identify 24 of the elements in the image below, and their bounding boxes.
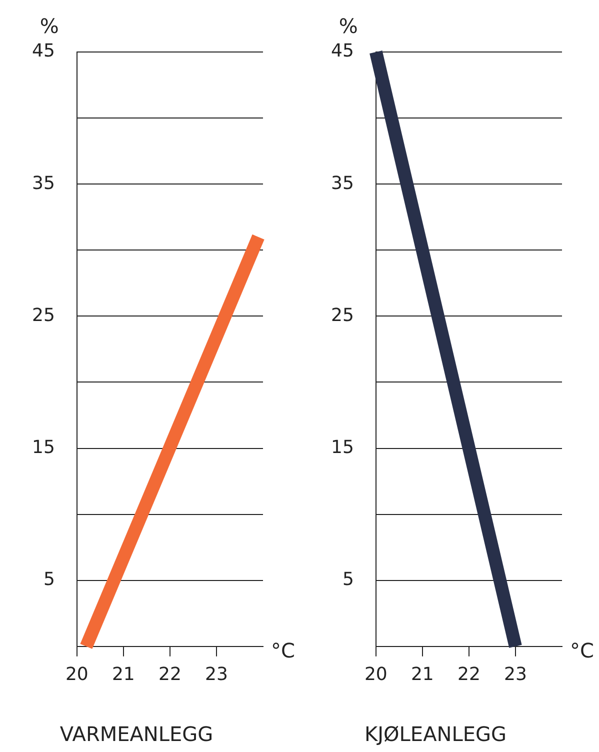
y-axis-title: % — [40, 14, 59, 38]
x-tick-label: 20 — [65, 664, 88, 685]
x-tick-label: 23 — [504, 664, 527, 685]
y-tick-label: 25 — [32, 304, 55, 326]
x-axis-title: °C — [570, 638, 594, 663]
x-tick-label: 23 — [205, 664, 228, 685]
x-tick-label: 21 — [410, 664, 434, 685]
y-tick-label: 15 — [331, 436, 354, 458]
x-tick-label: 21 — [112, 664, 135, 685]
x-tick-label: 20 — [364, 664, 388, 685]
y-tick-label: 45 — [32, 40, 55, 62]
y-tick-label: 5 — [43, 569, 55, 590]
text: VARMEANLEGG — [60, 722, 214, 746]
y-tick-label: 35 — [32, 172, 55, 194]
y-tick-label: 35 — [331, 172, 354, 194]
y-axis-title: % — [338, 14, 358, 38]
y-tick-label: 45 — [331, 40, 354, 62]
y-tick-label: 25 — [331, 304, 354, 326]
x-tick-label: 22 — [158, 664, 182, 685]
text: KJØLEANLEGG — [364, 722, 506, 746]
x-axis-title: °C — [271, 638, 295, 663]
y-tick-label: 15 — [32, 436, 55, 458]
y-tick-label: 5 — [342, 569, 354, 590]
x-tick-label: 22 — [458, 664, 480, 685]
